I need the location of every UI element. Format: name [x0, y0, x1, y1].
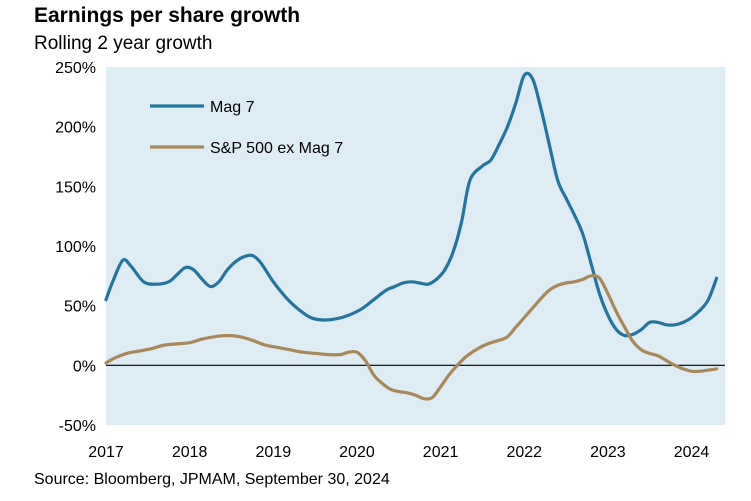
y-tick-label: -50% [59, 418, 96, 435]
y-tick-label: 150% [55, 179, 96, 196]
y-tick-label: 0% [73, 358, 96, 375]
legend: Mag 7 S&P 500 ex Mag 7 [150, 99, 343, 157]
x-tick-label: 2019 [256, 444, 292, 461]
x-tick-label: 2020 [339, 444, 375, 461]
series-line-mag7 [104, 71, 719, 338]
chart-subtitle: Rolling 2 year growth [34, 33, 213, 54]
y-tick-label: 100% [55, 239, 96, 256]
series-layer [104, 71, 719, 401]
source-note: Source: Bloomberg, JPMAM, September 30, … [34, 471, 390, 488]
y-tick-label: 50% [64, 299, 96, 316]
chart-title: Earnings per share growth [34, 4, 301, 27]
y-axis-ticks: -50% 0% 50% 100% 150% 200% 250% [55, 60, 96, 435]
x-tick-label: 2022 [506, 444, 542, 461]
x-tick-label: 2017 [88, 444, 124, 461]
x-axis-ticks: 2017 2018 2019 2020 2021 2022 2023 2024 [88, 444, 709, 461]
plot-area [106, 67, 725, 425]
x-tick-label: 2024 [674, 444, 710, 461]
y-tick-label: 200% [55, 120, 96, 137]
legend-label: Mag 7 [210, 99, 255, 116]
y-tick-label: 250% [55, 60, 96, 77]
x-tick-label: 2021 [423, 444, 459, 461]
x-tick-label: 2023 [590, 444, 626, 461]
x-tick-label: 2018 [172, 444, 208, 461]
legend-label: S&P 500 ex Mag 7 [210, 140, 343, 157]
series-line-sp500-ex-mag7 [104, 274, 719, 401]
